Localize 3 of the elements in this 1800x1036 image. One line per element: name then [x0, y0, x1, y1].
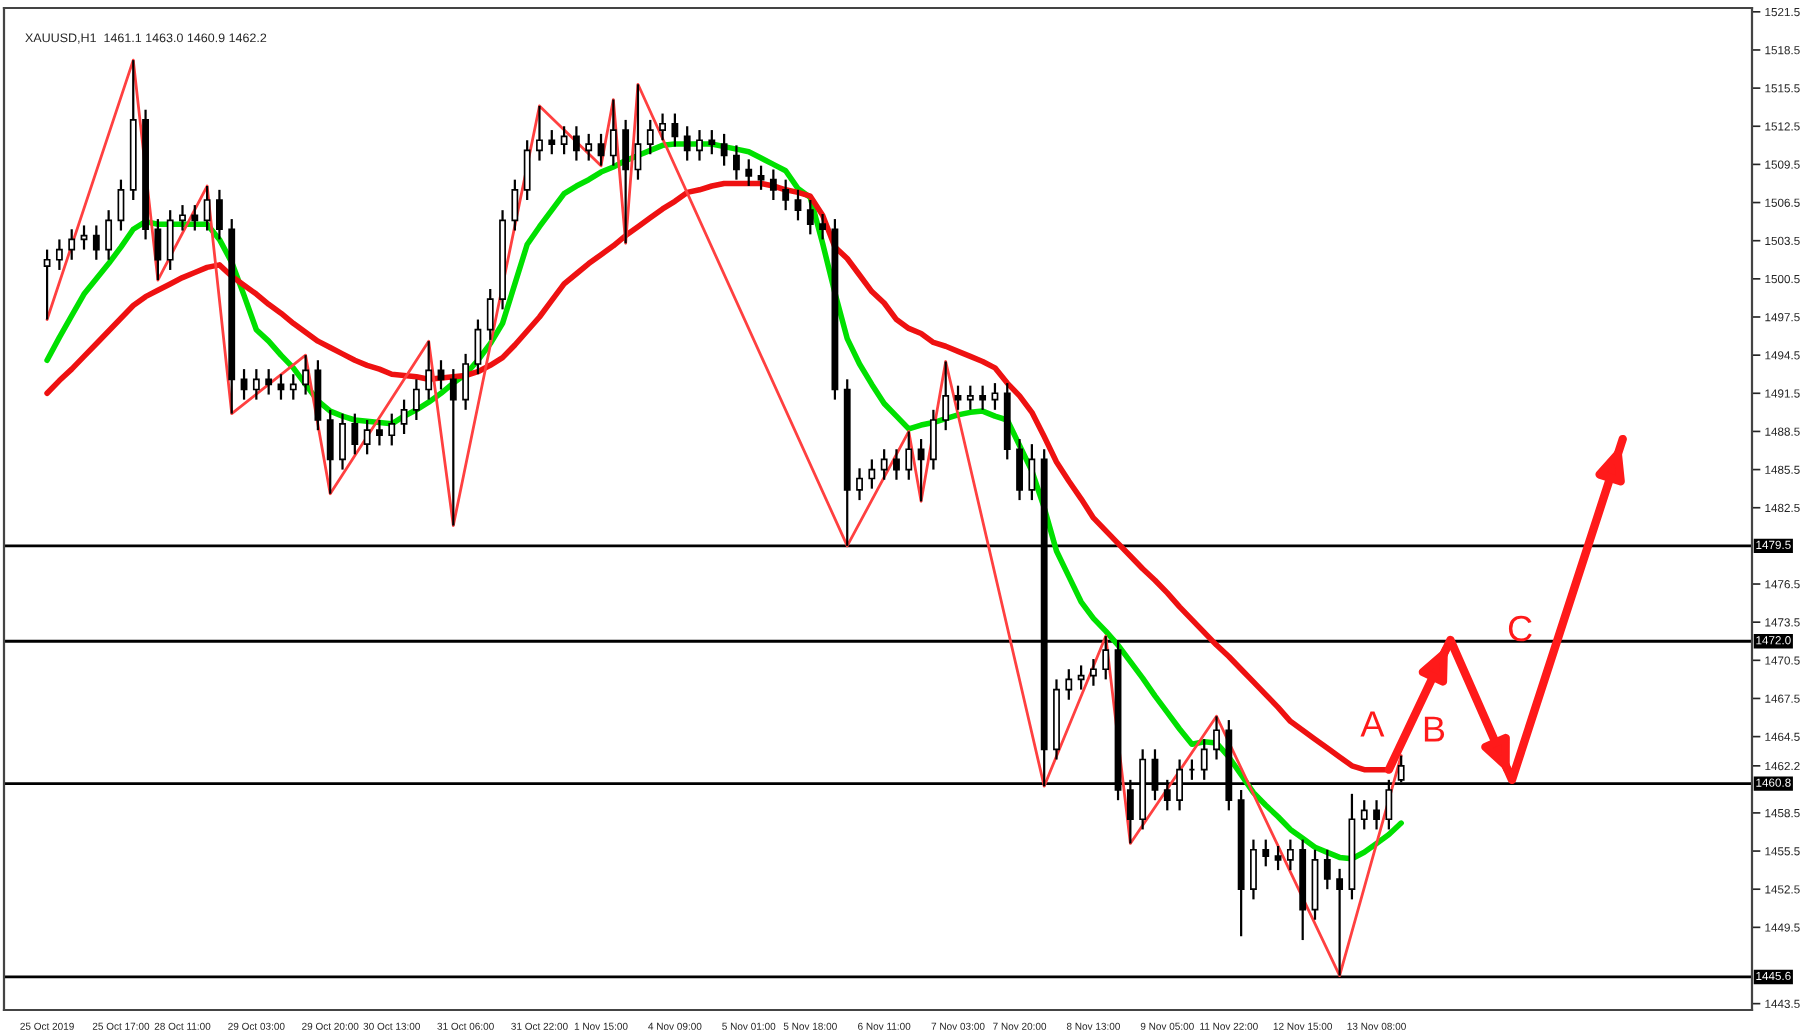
annotation: C [1508, 615, 1532, 642]
annotation: A [1360, 711, 1385, 737]
annotation: B [1424, 716, 1445, 742]
